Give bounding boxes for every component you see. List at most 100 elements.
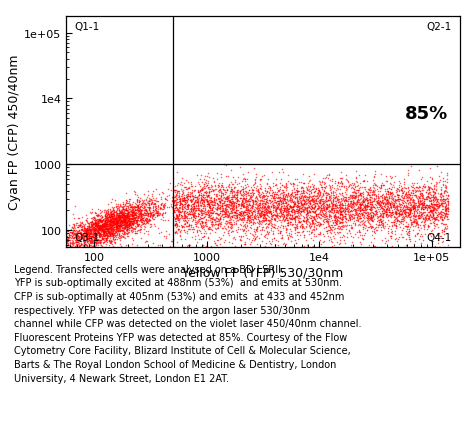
Point (319, 179, 326, 186)
Point (230, 212, 238, 219)
Point (255, 193, 262, 200)
Point (228, 205, 236, 212)
Point (217, 214, 224, 221)
Point (63, 244, 70, 250)
Point (170, 198, 178, 204)
Point (276, 207, 284, 214)
Point (174, 188, 182, 195)
Point (319, 201, 327, 208)
Point (305, 194, 312, 201)
Point (119, 203, 127, 210)
Point (116, 235, 124, 242)
Point (436, 213, 443, 220)
Point (206, 213, 214, 219)
Point (205, 188, 213, 195)
Point (139, 211, 147, 218)
Point (211, 186, 219, 193)
Point (199, 179, 206, 186)
Point (239, 191, 247, 198)
Point (173, 215, 180, 222)
Point (242, 189, 249, 196)
Point (217, 199, 224, 205)
Point (337, 175, 345, 182)
Point (89, 223, 96, 230)
Point (196, 213, 204, 220)
Point (319, 191, 327, 198)
Point (193, 199, 201, 206)
Point (137, 203, 144, 210)
Point (151, 207, 158, 213)
Point (239, 204, 246, 211)
Point (109, 219, 117, 226)
Point (226, 224, 234, 230)
Point (188, 208, 195, 215)
Point (334, 210, 342, 217)
Point (113, 207, 121, 214)
Point (95, 225, 102, 232)
Point (79, 234, 87, 241)
Point (86, 226, 94, 233)
Point (399, 216, 406, 223)
Point (228, 210, 236, 216)
Point (94, 219, 101, 226)
Point (379, 200, 387, 207)
Point (118, 224, 126, 230)
Point (217, 196, 225, 203)
Point (315, 211, 322, 218)
Point (290, 206, 297, 213)
Point (85, 226, 92, 233)
Point (336, 202, 344, 209)
Point (94, 228, 101, 235)
Point (107, 221, 114, 228)
Point (315, 192, 323, 199)
Point (83, 218, 91, 225)
Point (231, 210, 238, 216)
Point (119, 224, 127, 230)
Point (106, 210, 114, 217)
Point (275, 188, 283, 195)
Point (167, 238, 174, 245)
Point (184, 242, 192, 249)
Point (146, 202, 153, 209)
Point (331, 203, 339, 210)
Point (321, 210, 328, 217)
Point (200, 192, 208, 199)
Point (223, 207, 231, 213)
Point (115, 228, 123, 235)
Point (103, 232, 110, 239)
Point (117, 227, 124, 234)
Point (104, 227, 112, 234)
Point (249, 198, 256, 204)
Point (368, 196, 375, 202)
Point (72, 237, 79, 244)
Point (153, 213, 161, 220)
Point (391, 222, 398, 229)
Point (433, 164, 441, 170)
Point (228, 224, 236, 231)
Point (109, 233, 117, 240)
Point (202, 223, 210, 230)
Point (198, 236, 205, 243)
Point (279, 223, 286, 230)
Point (288, 234, 296, 241)
Point (310, 185, 318, 192)
Point (419, 187, 427, 194)
Point (72, 227, 80, 233)
Point (375, 219, 383, 226)
Point (177, 212, 185, 219)
Point (294, 188, 302, 195)
Point (364, 201, 372, 207)
Point (151, 200, 158, 207)
Point (304, 181, 312, 187)
Point (206, 187, 213, 193)
Point (371, 225, 378, 232)
Point (273, 213, 281, 220)
Point (221, 196, 229, 203)
Point (429, 193, 437, 200)
Point (358, 206, 366, 213)
Point (258, 199, 265, 205)
Point (267, 219, 275, 226)
Point (436, 210, 443, 217)
Point (234, 197, 242, 204)
Point (399, 195, 407, 202)
